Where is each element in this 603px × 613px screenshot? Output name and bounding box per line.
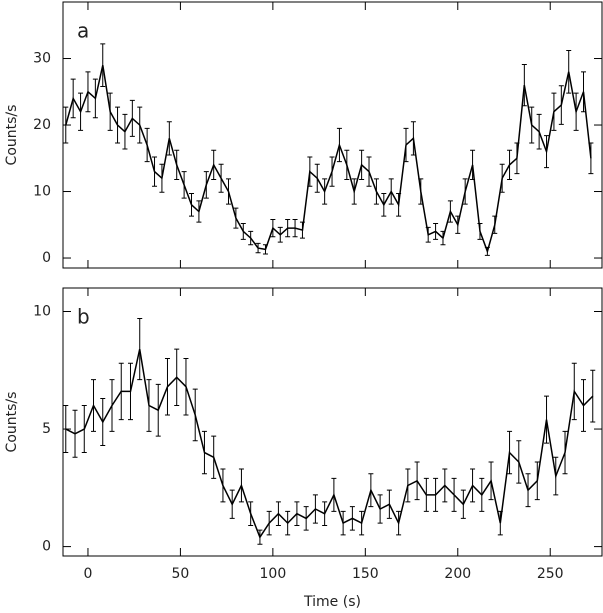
x-tick-label: 50 — [172, 566, 190, 582]
error-bar — [63, 106, 69, 144]
y-tick-label: 10 — [33, 304, 51, 320]
y-tick-label: 30 — [33, 51, 51, 67]
y-tick-label: 20 — [33, 117, 51, 133]
data-line — [65, 65, 592, 254]
plot-frame — [62, 1, 603, 269]
y-tick-label: 0 — [42, 539, 51, 555]
y-tick-label: 5 — [42, 421, 51, 437]
x-tick-label: 100 — [260, 566, 287, 582]
y-tick-label: 10 — [33, 184, 51, 200]
plot-frame — [62, 287, 603, 557]
panel-label: b — [77, 305, 90, 329]
y-tick-label: 0 — [42, 250, 51, 266]
x-tick-label: 0 — [84, 566, 93, 582]
y-axis-label: Counts/s — [4, 392, 20, 453]
x-tick-label: 200 — [444, 566, 471, 582]
x-tick-label: 250 — [537, 566, 564, 582]
x-axis-label: Time (s) — [303, 594, 361, 610]
data-line — [65, 348, 594, 539]
y-axis-label: Counts/s — [4, 105, 20, 166]
x-tick-label: 150 — [352, 566, 379, 582]
error-bar — [63, 405, 69, 454]
panel-label: a — [77, 19, 89, 43]
